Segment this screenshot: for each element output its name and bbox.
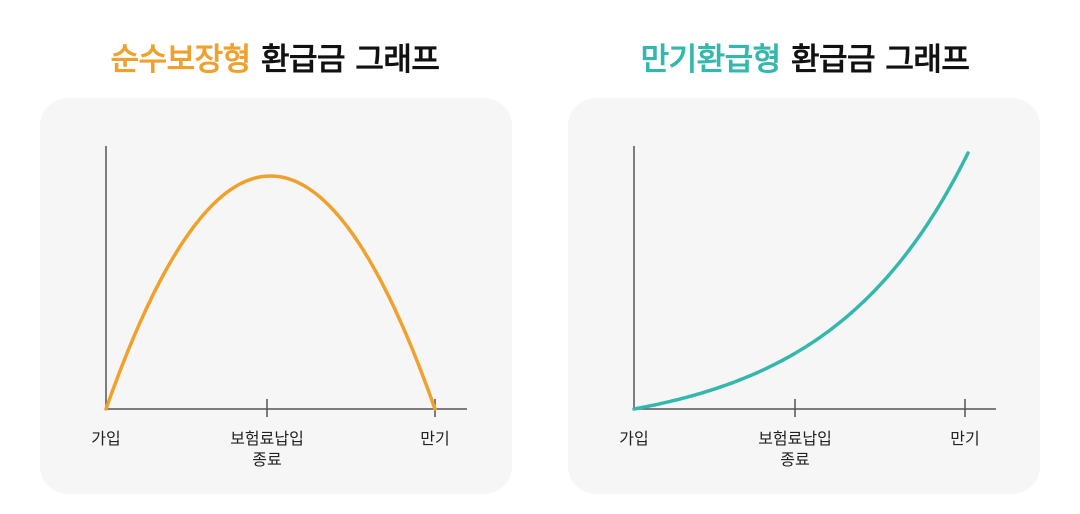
x-tick-label-start-right: 가입: [619, 429, 648, 448]
chart-title-left: 순수보장형 환급금 그래프: [15, 34, 535, 84]
chart-title-right: 만기환급형 환급금 그래프: [545, 34, 1065, 84]
refund-curve-right: [632, 151, 970, 411]
x-tick-label-end-left: 만기: [420, 429, 449, 448]
chart-svg-left: 가입 보험료납입 종료 만기: [91, 146, 467, 469]
chart-panel-left: 가입 보험료납입 종료 만기: [40, 98, 512, 494]
chart-title-left-rest: 환급금 그래프: [260, 42, 440, 78]
x-tick-label-mid-right: 보험료납입 종료: [758, 429, 832, 469]
chart-title-left-accent: 순수보장형: [110, 42, 252, 78]
chart-svg-right: 가입 보험료납입 종료 만기: [619, 146, 996, 469]
chart-panel-right: 가입 보험료납입 종료 만기: [568, 98, 1040, 494]
chart-title-right-accent: 만기환급형: [640, 42, 782, 78]
refund-curve-left: [104, 174, 437, 411]
x-tick-label-mid-left: 보험료납입 종료: [230, 429, 304, 469]
x-tick-label-start-left: 가입: [91, 429, 120, 448]
x-tick-label-end-right: 만기: [950, 429, 979, 448]
chart-title-right-rest: 환급금 그래프: [790, 42, 970, 78]
